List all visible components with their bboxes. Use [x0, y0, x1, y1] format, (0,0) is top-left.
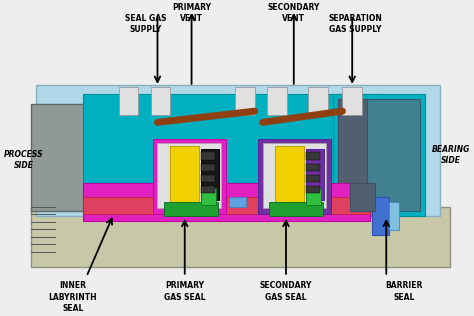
- Bar: [201, 152, 215, 160]
- Bar: [236, 87, 255, 115]
- Bar: [307, 149, 324, 200]
- Bar: [307, 164, 320, 171]
- Bar: [157, 143, 221, 209]
- Text: SEAL GAS
SUPPLY: SEAL GAS SUPPLY: [125, 14, 166, 34]
- Bar: [350, 183, 374, 211]
- Bar: [258, 139, 331, 214]
- Bar: [31, 207, 449, 267]
- Bar: [372, 197, 389, 235]
- Text: PROCESS
SIDE: PROCESS SIDE: [4, 150, 44, 170]
- Bar: [307, 175, 320, 182]
- Text: SECONDARY
VENT: SECONDARY VENT: [268, 3, 320, 23]
- Bar: [307, 186, 320, 193]
- Bar: [31, 104, 84, 211]
- Bar: [333, 94, 425, 216]
- Bar: [201, 188, 216, 205]
- Bar: [82, 120, 165, 210]
- Bar: [228, 197, 246, 207]
- Bar: [82, 94, 380, 216]
- Bar: [275, 146, 304, 204]
- Bar: [118, 87, 138, 115]
- Text: SECONDARY
GAS SEAL: SECONDARY GAS SEAL: [260, 282, 312, 301]
- Bar: [153, 139, 226, 214]
- Bar: [201, 164, 215, 171]
- Text: PRIMARY
GAS SEAL: PRIMARY GAS SEAL: [164, 282, 206, 301]
- Bar: [337, 99, 367, 211]
- Bar: [343, 87, 362, 115]
- Bar: [201, 175, 215, 182]
- Bar: [82, 197, 370, 214]
- Bar: [367, 99, 420, 211]
- Text: SEPARATION
GAS SUPPLY: SEPARATION GAS SUPPLY: [328, 14, 382, 34]
- Text: BARRIER
SEAL: BARRIER SEAL: [385, 282, 422, 301]
- Bar: [151, 87, 170, 115]
- Bar: [307, 188, 321, 205]
- Bar: [170, 146, 200, 204]
- Bar: [389, 202, 399, 230]
- Bar: [267, 87, 287, 115]
- Bar: [307, 152, 320, 160]
- Bar: [201, 186, 215, 193]
- Text: BEARING
SIDE: BEARING SIDE: [431, 145, 470, 165]
- Bar: [263, 143, 326, 209]
- Text: INNER
LABYRINTH
SEAL: INNER LABYRINTH SEAL: [48, 282, 97, 313]
- Bar: [309, 87, 328, 115]
- Bar: [164, 202, 218, 216]
- Bar: [201, 149, 219, 200]
- Text: PRIMARY
VENT: PRIMARY VENT: [172, 3, 211, 23]
- Bar: [36, 85, 440, 216]
- Bar: [82, 183, 370, 221]
- Bar: [269, 202, 323, 216]
